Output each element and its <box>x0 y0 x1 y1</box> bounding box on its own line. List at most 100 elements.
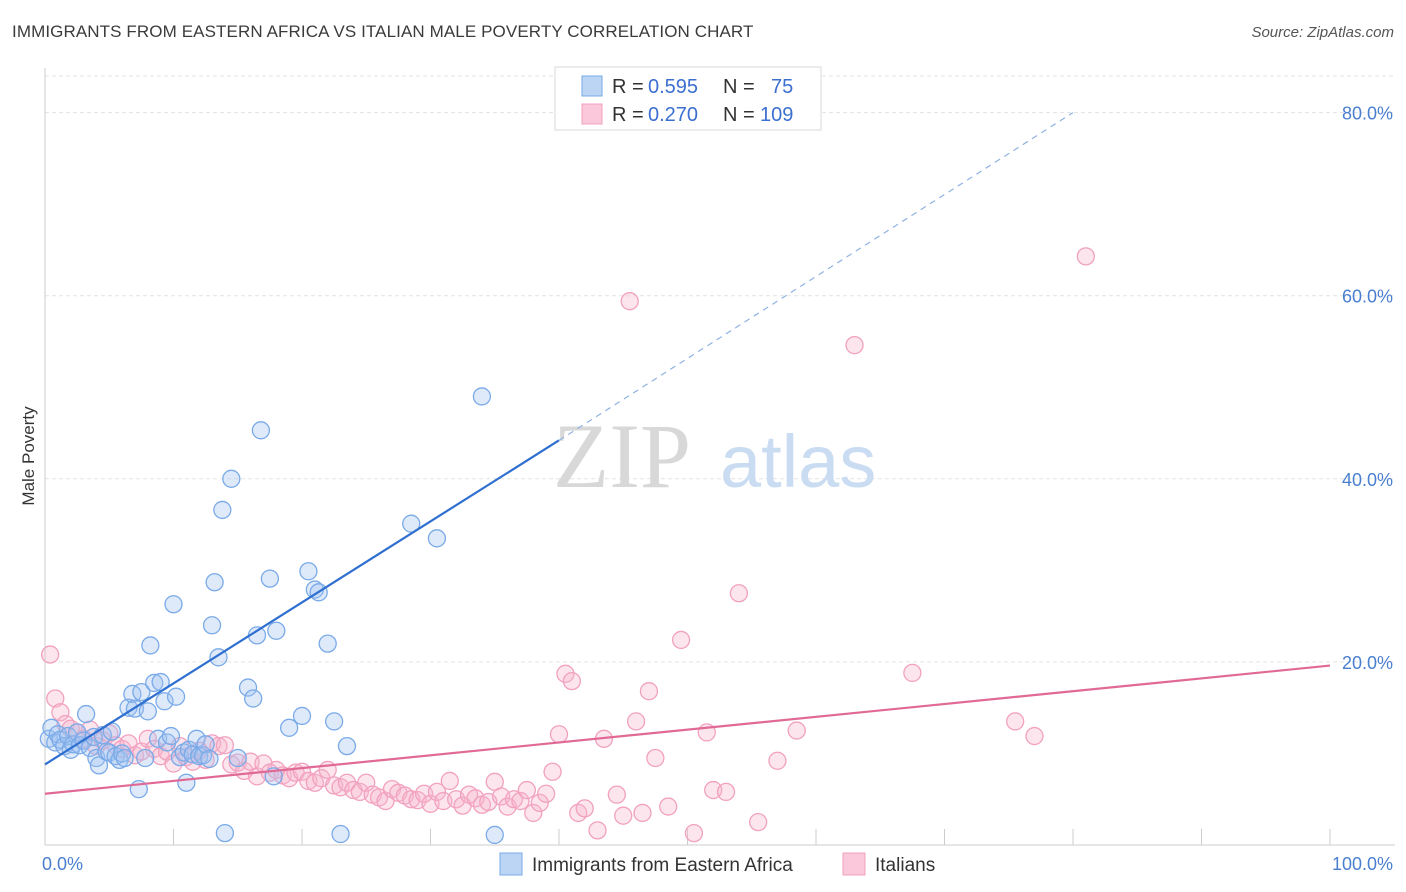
data-point <box>89 756 109 775</box>
data-point <box>318 634 337 653</box>
data-point <box>244 689 263 708</box>
data-point <box>166 687 186 706</box>
legend-n-label-1: N = <box>723 76 755 98</box>
trend-line-italians <box>44 664 1331 795</box>
legend-n-value-2: 109 <box>760 104 793 126</box>
data-point <box>633 803 652 823</box>
data-point <box>337 773 357 792</box>
data-point <box>903 663 922 683</box>
data-point <box>187 729 206 748</box>
data-point <box>164 595 183 614</box>
x-tick-label-min: 0.0% <box>42 854 83 874</box>
data-point <box>845 335 864 355</box>
data-point <box>511 791 530 811</box>
bottom-legend: Immigrants from Eastern Africa Italians <box>499 852 935 876</box>
data-point <box>215 823 235 843</box>
data-point <box>543 762 562 781</box>
data-point <box>200 749 219 769</box>
legend: R = 0.595 N = 75 R = 0.270 N = 109 <box>554 66 822 131</box>
watermark-atlas: atlas <box>720 420 876 503</box>
data-point <box>1006 712 1025 731</box>
data-point <box>402 514 421 533</box>
data-point <box>141 636 160 655</box>
data-point <box>1076 247 1095 266</box>
data-point <box>440 771 459 791</box>
data-point <box>716 782 736 802</box>
data-point <box>427 782 447 802</box>
data-point <box>504 790 524 809</box>
data-point <box>267 621 286 640</box>
trend-line-eastern-africa <box>44 439 560 766</box>
data-point <box>251 421 271 440</box>
bottom-legend-swatch-eastern-africa <box>499 852 523 876</box>
data-point <box>238 678 258 697</box>
data-point <box>138 729 157 748</box>
data-point <box>646 748 665 768</box>
data-point <box>40 645 60 664</box>
legend-r-label-2: R = <box>612 104 644 126</box>
data-point <box>292 706 312 726</box>
data-point <box>213 500 232 520</box>
legend-r-value-1: 0.595 <box>648 76 698 98</box>
y-tick-label: 40.0% <box>1342 470 1393 490</box>
data-point <box>161 726 181 746</box>
data-point <box>337 736 357 756</box>
data-point <box>132 682 151 702</box>
data-point <box>549 725 569 744</box>
data-point <box>174 743 193 762</box>
data-point <box>626 712 646 731</box>
data-point <box>537 784 556 803</box>
bottom-legend-label-italians: Italians <box>875 855 935 876</box>
legend-n-label-2: N = <box>723 104 755 126</box>
trend-lines <box>44 112 1331 795</box>
data-point <box>76 704 96 724</box>
legend-r-label-1: R = <box>612 76 644 98</box>
watermark-zip: ZIP <box>553 405 691 507</box>
data-point <box>84 727 103 747</box>
data-point <box>155 692 174 711</box>
data-point <box>196 735 215 754</box>
data-point <box>556 664 575 683</box>
data-point <box>530 793 549 813</box>
data-point <box>145 673 164 693</box>
data-point <box>215 736 235 755</box>
data-point <box>331 824 350 844</box>
data-point <box>749 812 768 832</box>
data-point <box>51 703 70 722</box>
watermark: ZIP atlas <box>553 405 876 507</box>
data-point <box>575 799 594 818</box>
data-point <box>562 671 581 691</box>
chart-source: Source: ZipAtlas.com <box>1251 24 1394 41</box>
tick-labels: 20.0% 40.0% 60.0% 80.0% 0.0% 100.0% <box>42 104 1393 874</box>
y-tick-label: 80.0% <box>1342 104 1393 124</box>
gridlines <box>45 75 1395 663</box>
trend-line-eastern-africa-extension <box>558 112 1074 441</box>
data-point <box>177 773 196 792</box>
data-point <box>260 569 280 588</box>
data-point <box>279 718 299 737</box>
data-point <box>228 748 247 768</box>
x-tick-label-max: 100.0% <box>1332 854 1393 874</box>
chart-title: IMMIGRANTS FROM EASTERN AFRICA VS ITALIA… <box>12 22 754 41</box>
data-point <box>614 806 633 825</box>
data-point <box>472 387 492 406</box>
data-point <box>485 825 504 845</box>
data-point <box>205 573 224 592</box>
data-point <box>729 584 749 603</box>
legend-r-value-2: 0.270 <box>648 104 698 126</box>
data-point <box>46 689 65 708</box>
data-point <box>524 803 543 823</box>
data-point <box>607 785 626 804</box>
data-point <box>138 702 157 721</box>
data-point <box>427 529 447 548</box>
axes <box>44 68 1395 846</box>
y-tick-label: 60.0% <box>1342 287 1393 307</box>
data-point <box>671 630 691 650</box>
data-point <box>299 562 318 581</box>
data-point <box>123 684 142 704</box>
bottom-legend-label-eastern-africa: Immigrants from Eastern Africa <box>532 855 793 876</box>
data-point <box>1025 726 1044 746</box>
data-point <box>659 797 678 816</box>
y-axis-label: Male Poverty <box>19 406 38 506</box>
data-point <box>324 712 344 731</box>
